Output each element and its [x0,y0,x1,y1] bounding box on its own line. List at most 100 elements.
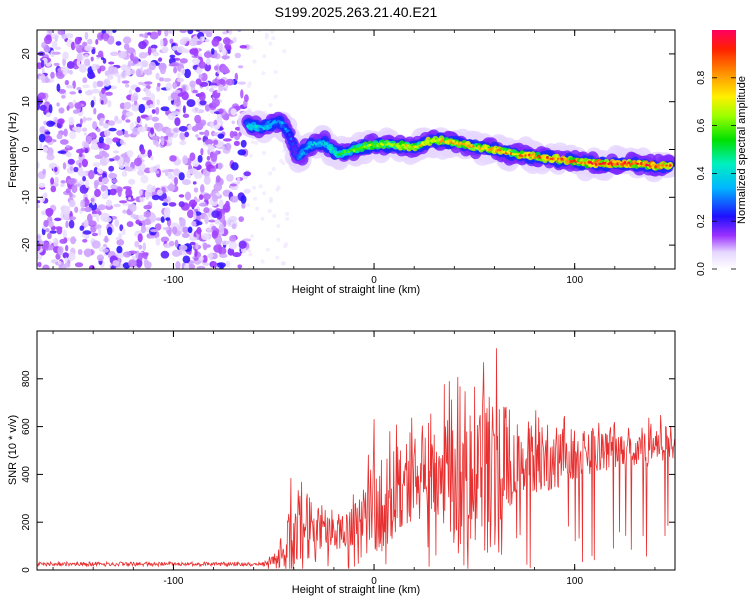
noise-blob [231,223,237,230]
noise-blob [198,194,204,201]
noise-blob [155,170,160,174]
noise-blob [119,200,128,204]
noise-blob [136,116,141,124]
noise-blob [285,216,290,221]
noise-blob [96,254,104,262]
noise-blob [96,80,104,88]
noise-blob [106,137,113,145]
noise-blob [151,135,161,141]
noise-blob [204,138,214,146]
noise-blob [77,249,83,255]
noise-blob [211,261,217,268]
noise-blob [138,188,143,196]
noise-blob [178,194,185,198]
noise-blob [103,32,109,42]
noise-blob [240,89,244,99]
noise-blob [226,49,231,54]
noise-blob [174,176,178,186]
noise-blob [129,69,136,75]
noise-blob [38,133,46,143]
noise-blob [160,38,164,47]
noise-blob [268,41,273,46]
noise-blob [68,116,75,126]
noise-blob [117,75,121,84]
noise-blob [63,262,71,268]
noise-blob [167,172,173,180]
noise-blob [171,45,179,51]
noise-blob [84,248,92,258]
noise-blob [226,174,234,182]
noise-blob [216,236,222,243]
ridge-cell [401,143,405,147]
noise-blob [245,203,250,207]
noise-blob [283,244,288,249]
noise-blob [128,196,132,200]
ridge-cell [347,151,351,153]
noise-blob [50,71,55,79]
noise-blob [198,91,206,102]
noise-blob [203,207,210,214]
noise-blob [147,46,152,56]
noise-blob [196,221,203,226]
noise-blob [218,199,224,209]
noise-blob [184,68,191,79]
noise-blob [230,108,237,116]
noise-blob [106,199,112,207]
noise-blob [145,89,152,97]
noise-blob [113,203,121,208]
noise-blob [108,127,117,132]
noise-blob [211,98,220,108]
noise-blob [160,137,165,146]
noise-blob [59,139,69,145]
noise-blob [126,221,134,228]
noise-blob [65,145,71,148]
noise-blob [43,219,49,228]
noise-blob [53,238,57,243]
noise-blob [161,46,169,54]
noise-blob [210,153,218,162]
noise-blob [105,158,110,164]
snr-x-ticks: -100 0 100 [52,331,656,587]
noise-blob [188,199,197,208]
noise-blob [140,174,149,184]
noise-blob [60,205,70,213]
noise-blob [170,92,178,100]
noise-blob [62,162,67,170]
noise-blob [138,52,148,59]
noise-blob [179,58,188,64]
noise-blob [261,71,266,76]
noise-blob [124,68,132,76]
noise-blob [176,77,184,83]
noise-blob [246,84,251,88]
noise-blob [69,69,73,75]
noise-blob [125,111,134,117]
noise-blob [52,51,61,55]
noise-blob [137,169,145,176]
noise-blob [205,32,213,38]
noise-blob [163,198,169,203]
noise-blob [279,158,284,163]
noise-blob [100,184,107,192]
noise-blob [224,43,232,51]
noise-blob [108,120,116,126]
noise-blob [130,213,137,218]
ridge-cell [356,148,360,152]
noise-blob [249,45,254,50]
noise-blob [48,104,53,114]
noise-blob [56,83,61,92]
spectrogram-y-ticks: -20 -10 0 10 20 [21,48,675,252]
noise-blob [262,191,267,196]
noise-blob [179,140,187,146]
ridge-cell [322,140,325,143]
figure-title: S199.2025.263.21.40.E21 [275,4,438,20]
noise-blob [198,74,203,79]
spectrogram-x-tick-label: -100 [163,275,183,286]
noise-blob [123,101,132,110]
noise-blob [58,107,65,114]
snr-y-tick-label: 800 [21,370,32,387]
noise-blob [217,162,223,170]
noise-blob [87,38,93,45]
noise-blob [195,121,204,131]
noise-blob [168,240,175,247]
noise-blob [62,252,69,259]
